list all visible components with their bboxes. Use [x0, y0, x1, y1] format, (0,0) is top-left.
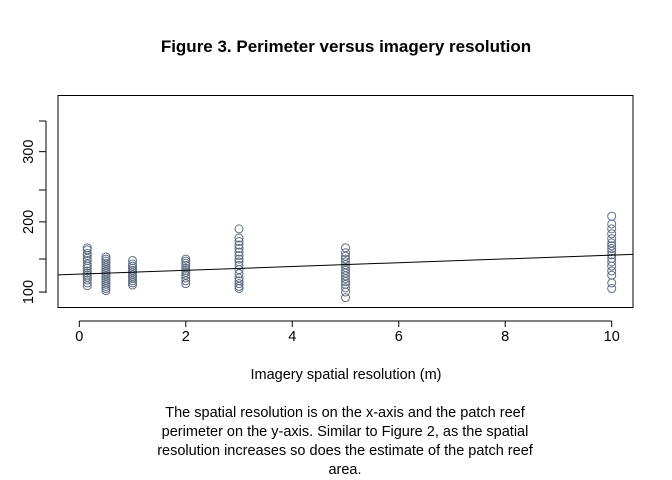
y-tick-label: 300 — [21, 140, 37, 164]
data-point — [607, 219, 617, 229]
data-point — [82, 281, 92, 291]
data-point — [181, 254, 191, 264]
data-point — [82, 268, 92, 278]
plot-frame — [57, 95, 634, 308]
data-point — [82, 248, 92, 258]
data-point — [607, 278, 617, 288]
data-point — [607, 266, 617, 276]
data-point — [181, 258, 191, 268]
data-point — [234, 251, 244, 261]
data-point — [234, 224, 244, 234]
data-point — [181, 276, 191, 286]
x-tick-label: 6 — [395, 329, 403, 345]
data-point — [341, 274, 350, 284]
data-point — [128, 278, 138, 288]
data-point — [101, 281, 111, 291]
data-point — [234, 237, 244, 247]
y-tick-label: 100 — [21, 280, 37, 304]
data-point — [82, 259, 92, 269]
data-point — [82, 263, 92, 273]
data-point — [607, 257, 617, 267]
x-tick-label: 2 — [182, 329, 190, 345]
data-point — [181, 260, 191, 270]
data-point — [341, 293, 350, 303]
data-point — [181, 279, 191, 289]
data-point — [607, 284, 617, 294]
data-points — [82, 211, 617, 303]
trend-line — [57, 253, 634, 276]
data-point — [128, 274, 138, 284]
x-tick-label: 8 — [501, 329, 509, 345]
data-point — [607, 224, 617, 234]
data-point — [128, 280, 138, 290]
data-point — [607, 229, 617, 239]
data-point — [101, 279, 111, 289]
data-point — [82, 278, 92, 288]
data-point — [234, 279, 244, 289]
scatter-plot: 0 2 4 6 8 10 100 200 300 — [21, 95, 634, 345]
data-point — [234, 284, 244, 294]
data-point — [82, 261, 92, 271]
data-point — [128, 276, 138, 286]
data-point — [82, 266, 92, 276]
data-point — [181, 273, 191, 283]
data-point — [181, 256, 191, 266]
data-point — [341, 277, 350, 287]
data-point — [234, 281, 244, 291]
data-point — [234, 233, 244, 243]
data-point — [234, 254, 244, 264]
x-tick-label: 4 — [288, 329, 296, 345]
x-tick-label: 10 — [604, 329, 620, 345]
data-point — [234, 240, 244, 250]
data-point — [607, 234, 617, 244]
chart-title: Figure 3. Perimeter versus imagery resol… — [160, 37, 532, 56]
data-point — [607, 241, 617, 251]
data-point — [82, 275, 92, 285]
data-point — [101, 284, 111, 294]
data-point — [181, 263, 191, 273]
data-point — [607, 244, 617, 254]
data-point — [234, 247, 244, 257]
data-point — [341, 287, 350, 297]
data-point — [234, 269, 244, 279]
data-point — [607, 261, 617, 271]
x-axis-label: Imagery spatial resolution (m) — [250, 367, 442, 383]
data-point — [234, 244, 244, 254]
data-point — [341, 248, 350, 258]
data-point — [341, 283, 350, 293]
y-tick-label: 200 — [21, 210, 37, 234]
y-axis: 100 200 300 — [21, 120, 47, 304]
x-tick-label: 0 — [75, 329, 83, 345]
data-point — [101, 286, 111, 296]
data-point — [607, 211, 617, 221]
figure-caption: The spatial resolution is on the x-axis … — [157, 405, 533, 478]
x-axis: 0 2 4 6 8 10 — [75, 320, 620, 345]
